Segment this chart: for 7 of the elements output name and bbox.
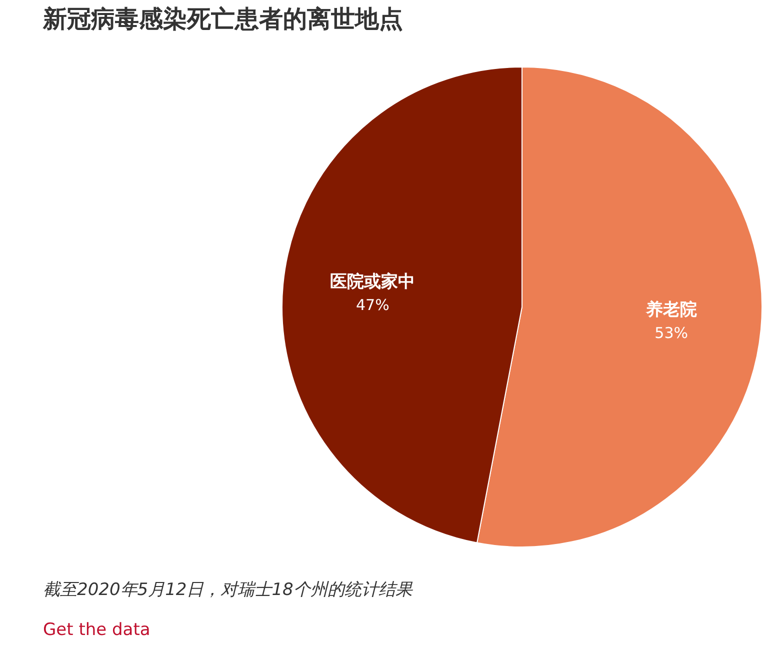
slice-label: 医院或家中 <box>330 272 416 292</box>
text: 截至2020年5月12日，对瑞士18个州的统计结果 <box>43 580 414 600</box>
data-label: 53% <box>654 324 688 342</box>
text: Get the data <box>43 620 150 640</box>
slice-label: 养老院 <box>644 300 697 320</box>
data-label: 47% <box>356 296 390 314</box>
chart-title: 新冠病毒感染死亡患者的离世地点 <box>42 5 403 33</box>
